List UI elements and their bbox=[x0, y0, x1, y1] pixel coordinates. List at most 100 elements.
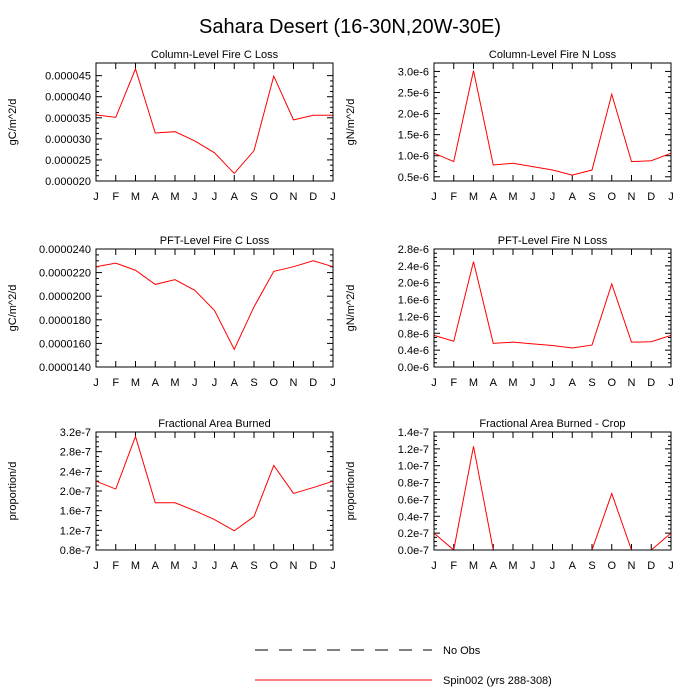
x-tick-label: M bbox=[170, 191, 179, 203]
y-tick-label: 0.000030 bbox=[45, 134, 91, 146]
y-axis-label: proportion/d bbox=[7, 462, 19, 521]
x-tick-label: J bbox=[192, 377, 198, 389]
plot-frame bbox=[95, 62, 334, 182]
y-tick-label: 1.6e-7 bbox=[60, 506, 91, 518]
x-tick-label: F bbox=[450, 560, 457, 572]
x-tick-label: M bbox=[508, 560, 517, 572]
chart-panel-4: PFT-Level Fire N Loss gN/m^2/d 0.0e-6 0.4e-… bbox=[345, 235, 674, 389]
x-tick-label: M bbox=[131, 377, 140, 389]
x-tick-label: S bbox=[250, 191, 257, 203]
x-tick-label: S bbox=[588, 560, 595, 572]
x-tick-label: J bbox=[93, 560, 99, 572]
x-tick-label: N bbox=[290, 191, 298, 203]
y-tick-label: 0.4e-7 bbox=[398, 511, 429, 523]
plot-frame bbox=[95, 431, 334, 551]
x-tick-label: N bbox=[628, 377, 636, 389]
x-tick-label: M bbox=[469, 191, 478, 203]
y-tick-label: 1.0e-6 bbox=[398, 151, 429, 163]
x-tick-label: M bbox=[170, 377, 179, 389]
y-tick-label: 2.4e-6 bbox=[398, 261, 429, 273]
x-tick-label: A bbox=[569, 377, 577, 389]
x-tick-label: J bbox=[330, 191, 336, 203]
x-tick-label: M bbox=[170, 560, 179, 572]
panel-title: Fractional Area Burned - Crop bbox=[479, 418, 625, 430]
page-title: Sahara Desert (16-30N,20W-30E) bbox=[199, 16, 501, 38]
series-line-1 bbox=[95, 67, 333, 175]
x-tick-label: N bbox=[628, 560, 636, 572]
x-tick-label: N bbox=[628, 191, 636, 203]
y-tick-label: 2.8e-6 bbox=[398, 244, 429, 256]
x-tick-label: D bbox=[309, 377, 317, 389]
y-axis-label: proportion/d bbox=[345, 462, 357, 521]
x-tick-label: A bbox=[231, 560, 239, 572]
panel-title: PFT-Level Fire N Loss bbox=[498, 235, 608, 247]
panels: Column-Level Fire C Loss gC/m^2/d 0.000020… bbox=[7, 49, 674, 572]
chart-panel-1: Column-Level Fire C Loss gC/m^2/d 0.000020… bbox=[7, 49, 336, 203]
chart-panel-2: Column-Level Fire N Loss gN/m^2/d 0.5e-6 1.… bbox=[345, 49, 674, 203]
x-tick-label: A bbox=[152, 560, 160, 572]
x-tick-label: S bbox=[250, 377, 257, 389]
y-tick-label: 0.000045 bbox=[45, 71, 91, 83]
x-tick-label: J bbox=[93, 377, 99, 389]
y-tick-label: 0.0000180 bbox=[39, 315, 91, 327]
y-tick-label: 1.4e-7 bbox=[398, 427, 429, 439]
plot-frame bbox=[95, 248, 334, 368]
legend-label-spin002: Spin002 (yrs 288-308) bbox=[443, 675, 552, 687]
x-tick-label: J bbox=[212, 560, 218, 572]
y-tick-label: 0.0000240 bbox=[39, 244, 91, 256]
x-tick-label: J bbox=[212, 377, 218, 389]
x-tick-label: F bbox=[112, 560, 119, 572]
x-tick-label: D bbox=[309, 560, 317, 572]
x-tick-label: J bbox=[330, 560, 336, 572]
x-tick-label: O bbox=[269, 191, 278, 203]
x-tick-label: A bbox=[569, 560, 577, 572]
y-tick-label: 2.5e-6 bbox=[398, 88, 429, 100]
x-tick-label: J bbox=[192, 560, 198, 572]
x-tick-label: M bbox=[508, 191, 517, 203]
y-tick-label: 0.8e-7 bbox=[398, 478, 429, 490]
y-tick-label: 0.8e-6 bbox=[398, 328, 429, 340]
plot-frame bbox=[433, 431, 672, 551]
y-tick-label: 2.4e-7 bbox=[60, 466, 91, 478]
x-tick-label: J bbox=[668, 191, 674, 203]
panel-title: Fractional Area Burned bbox=[158, 418, 271, 430]
y-axis-label: gC/m^2/d bbox=[7, 99, 19, 146]
y-tick-label: 0.0000200 bbox=[39, 291, 91, 303]
x-tick-label: J bbox=[550, 560, 556, 572]
x-tick-label: A bbox=[231, 377, 239, 389]
y-tick-label: 0.0000160 bbox=[39, 338, 91, 350]
y-axis-label: gN/m^2/d bbox=[345, 99, 357, 146]
x-tick-label: M bbox=[469, 377, 478, 389]
y-tick-label: 3.0e-6 bbox=[398, 66, 429, 78]
x-tick-label: A bbox=[569, 191, 577, 203]
panel-title: PFT-Level Fire C Loss bbox=[160, 235, 270, 247]
x-tick-label: J bbox=[431, 377, 437, 389]
x-tick-label: S bbox=[588, 377, 595, 389]
y-tick-label: 2.0e-6 bbox=[398, 278, 429, 290]
x-tick-label: D bbox=[647, 377, 655, 389]
legend-label-no-obs: No Obs bbox=[443, 645, 481, 657]
x-tick-label: D bbox=[309, 191, 317, 203]
y-tick-label: 2.8e-7 bbox=[60, 447, 91, 459]
x-tick-label: J bbox=[330, 377, 336, 389]
series-line-1 bbox=[95, 434, 334, 532]
y-tick-label: 1.5e-6 bbox=[398, 130, 429, 142]
panel-title: Column-Level Fire N Loss bbox=[489, 49, 617, 61]
y-tick-label: 1.2e-7 bbox=[60, 525, 91, 537]
x-tick-label: S bbox=[250, 560, 257, 572]
x-tick-label: D bbox=[647, 560, 655, 572]
y-tick-label: 0.000040 bbox=[45, 92, 91, 104]
x-tick-label: J bbox=[668, 560, 674, 572]
x-tick-label: A bbox=[490, 560, 498, 572]
legend: No Obs Spin002 (yrs 288-308) bbox=[255, 645, 552, 687]
chart-panel-5: Fractional Area Burned proportion/d 0.8e-7… bbox=[7, 418, 336, 572]
x-tick-label: J bbox=[530, 191, 536, 203]
x-tick-label: J bbox=[668, 377, 674, 389]
x-tick-label: J bbox=[550, 377, 556, 389]
series-line-1 bbox=[95, 260, 334, 351]
y-tick-label: 1.6e-6 bbox=[398, 295, 429, 307]
series-line-1 bbox=[433, 70, 672, 176]
x-tick-label: A bbox=[490, 191, 498, 203]
x-tick-label: A bbox=[490, 377, 498, 389]
x-tick-label: O bbox=[269, 377, 278, 389]
